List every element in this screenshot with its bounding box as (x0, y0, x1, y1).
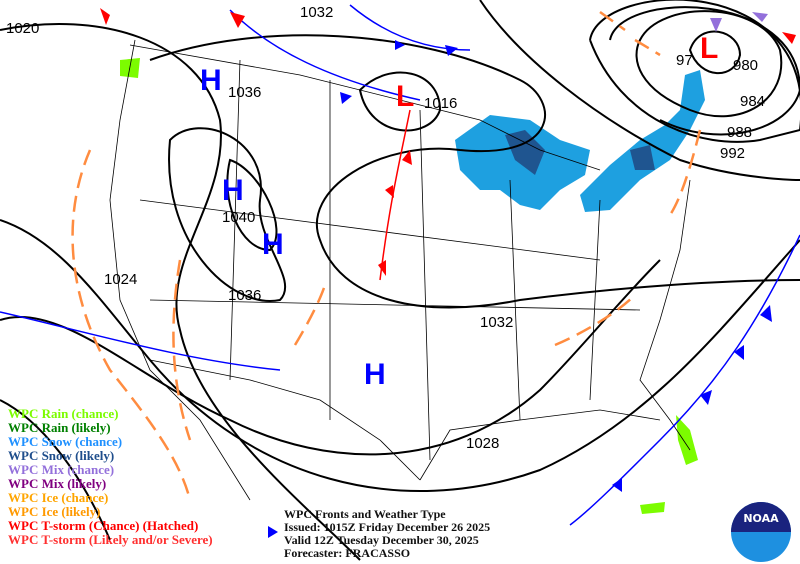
issued-time: Issued: 1015Z Friday December 26 2025 (284, 520, 491, 534)
legend-item: WPC Mix (likely) (8, 476, 107, 491)
valid-time: Valid 12Z Tuesday December 30, 2025 (284, 533, 479, 547)
troughs (71, 10, 702, 501)
isobar-label: 984 (740, 93, 766, 110)
isobar-label: 1032 (300, 4, 334, 21)
noaa-logo: NOAA (731, 502, 791, 562)
isobar-label: 992 (720, 145, 746, 162)
us-canada-border (129, 44, 601, 171)
isobar-label: 1024 (104, 271, 138, 288)
snow-likely-ne (630, 145, 655, 170)
legend: WPC Rain (chance) WPC Rain (likely) WPC … (8, 407, 213, 547)
isobar-label: 1036 (228, 84, 262, 101)
snow-area-northeast (580, 70, 705, 212)
high-pressure-center: H (200, 64, 222, 97)
legend-item: WPC Ice (chance) (8, 490, 109, 505)
title-block: WPC Fronts and Weather Type Issued: 1015… (284, 508, 490, 560)
state-lines (139, 59, 641, 461)
cold-fronts (0, 4, 800, 526)
forecaster: Forecaster: FRACASSO (284, 546, 411, 560)
high-pressure-center: H (222, 174, 244, 207)
rain-chance-florida (676, 415, 698, 465)
legend-item: WPC T-storm (Chance) (Hatched) (8, 518, 199, 533)
isobar-label: 1032 (480, 314, 514, 331)
east-coast (639, 179, 691, 451)
isobar-label: 980 (733, 57, 759, 74)
isobar-label: 1016 (424, 95, 458, 112)
rain-chance-cuba (640, 502, 665, 514)
legend-item: WPC Snow (likely) (8, 448, 115, 463)
precip-areas (120, 58, 705, 514)
high-pressure-center: H (262, 228, 284, 261)
isobar-label: 1036 (228, 287, 262, 304)
isobar-label: 1028 (466, 435, 500, 452)
legend-item: WPC Rain (chance) (8, 406, 119, 421)
legend-item: WPC Ice (likely) (8, 504, 101, 519)
isobar-label: 1040 (222, 209, 256, 226)
legend-item: WPC Snow (chance) (8, 434, 123, 449)
isobar-label: 97 (676, 52, 693, 69)
legend-item: WPC Mix (chance) (8, 462, 115, 477)
west-coast (109, 39, 251, 501)
low-pressure-center: L (700, 32, 719, 65)
isobar-label: 1020 (6, 20, 40, 37)
legend-item: WPC T-storm (Likely and/or Severe) (8, 532, 213, 547)
map-title: WPC Fronts and Weather Type (284, 507, 446, 521)
front-symbols (100, 8, 796, 538)
low-pressure-center: L (396, 80, 415, 113)
warm-front (379, 109, 411, 281)
isobar-label: 988 (727, 124, 753, 141)
high-pressure-center: H (364, 358, 386, 391)
snow-likely-area (505, 130, 545, 175)
legend-item: WPC Rain (likely) (8, 420, 111, 435)
